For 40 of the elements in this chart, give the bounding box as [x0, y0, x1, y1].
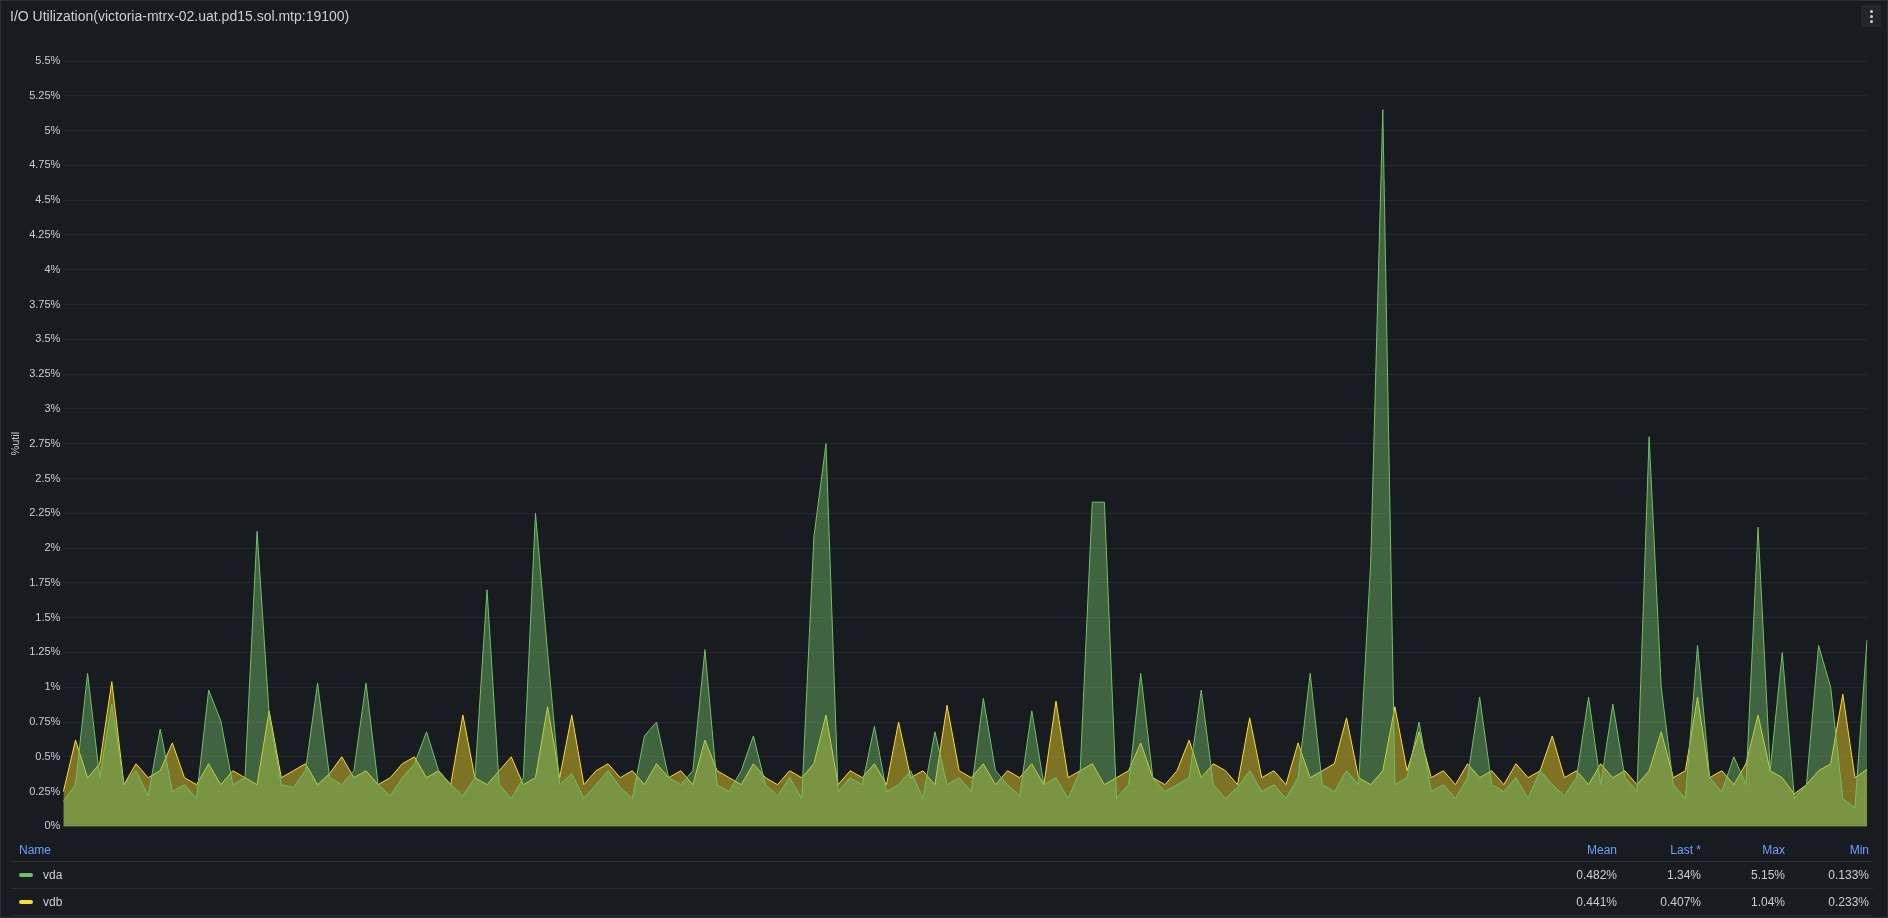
y-tick-label: 3% — [44, 401, 61, 414]
text: 0.133% — [1827, 868, 1870, 882]
text: Mean — [1585, 843, 1618, 857]
chart-title: I/O Utilization(victoria-mtrx-02.uat.pd15.sol.mtp:19100) — [10, 8, 350, 24]
y-tick-label: 5.5% — [35, 54, 61, 67]
text: 1.04% — [1749, 895, 1786, 909]
text: 0.441% — [1575, 895, 1618, 909]
text: Last * — [1669, 843, 1702, 857]
y-tick-label: 4.25% — [29, 227, 61, 240]
y-tick-label: 2.75% — [29, 436, 61, 449]
y-tick-label: 0.5% — [35, 749, 61, 762]
y-axis-title: %util — [8, 431, 21, 456]
y-tick-label: 3.75% — [29, 297, 61, 310]
text: Max — [1761, 843, 1786, 857]
y-tick-label: 0% — [44, 819, 61, 832]
y-tick-label: 4.5% — [35, 193, 61, 206]
y-tick-label: 5.25% — [29, 88, 61, 101]
y-tick-label: 1.75% — [29, 575, 61, 588]
y-tick-label: 4% — [44, 262, 61, 275]
y-tick-label: 4.75% — [29, 158, 61, 171]
y-tick-label: 0.75% — [29, 715, 61, 728]
y-tick-label: 2.25% — [29, 506, 61, 519]
text: 0.482% — [1575, 868, 1618, 882]
text: Min — [1848, 843, 1870, 857]
legend-label: vda — [43, 868, 63, 882]
y-tick-label: 1.5% — [35, 610, 61, 623]
y-tick-label: 3.5% — [35, 332, 61, 345]
y-tick-label: 1.25% — [29, 645, 61, 658]
y-tick-label: 2.5% — [35, 471, 61, 484]
legend-label: vdb — [43, 895, 63, 909]
y-tick-label: 3.25% — [29, 367, 61, 380]
text: Name — [18, 843, 52, 857]
text: 1.34% — [1665, 868, 1702, 882]
y-tick-label: 0.25% — [29, 784, 61, 797]
y-tick-label: 1% — [44, 680, 61, 693]
y-tick-label: 2% — [44, 541, 61, 554]
text: 5.15% — [1749, 868, 1786, 882]
text: 0.407% — [1659, 895, 1702, 909]
y-tick-label: 5% — [44, 123, 61, 136]
text: 0.233% — [1827, 895, 1870, 909]
